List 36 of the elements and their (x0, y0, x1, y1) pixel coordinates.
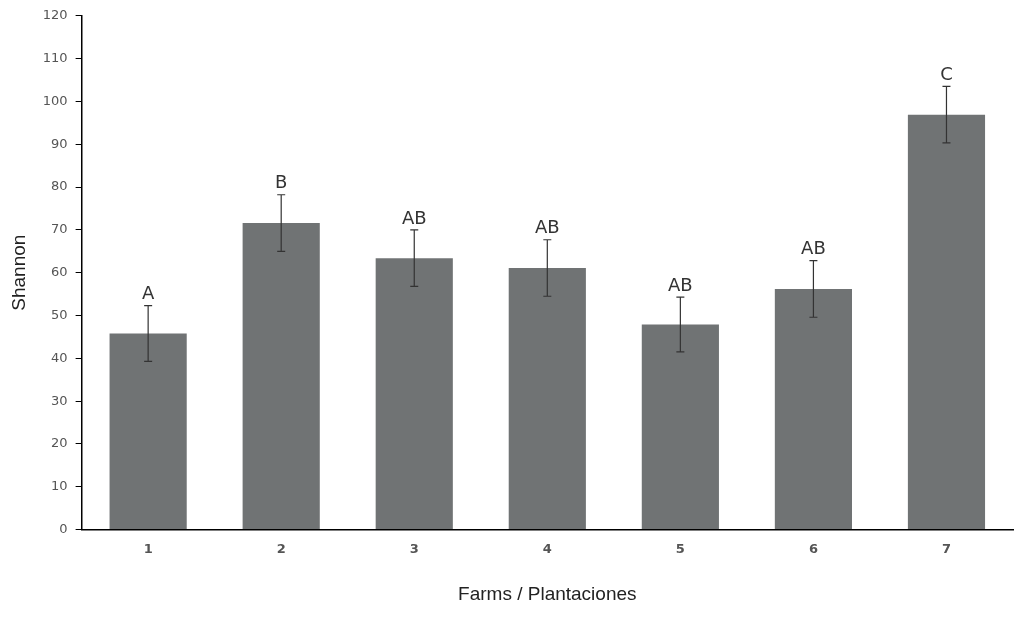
y-axis-title: Shannon (7, 234, 29, 311)
bar (774, 288, 852, 530)
annotation: AB (534, 215, 560, 237)
y-tick-label: 0 (59, 520, 68, 536)
x-tick-label: 7 (941, 540, 951, 556)
bar (375, 258, 453, 530)
bar (641, 324, 719, 530)
y-tick-label: 80 (51, 178, 68, 194)
y-tick-label: 20 (51, 435, 68, 451)
y-tick-label: 100 (42, 92, 68, 108)
x-tick-label: 2 (276, 540, 286, 556)
x-axis-title: Farms / Plantaciones (458, 582, 637, 604)
y-tick-label: 90 (51, 135, 68, 151)
y-tick-label: 10 (51, 478, 68, 494)
y-tick-label: 40 (51, 349, 68, 365)
annotation: AB (801, 236, 826, 258)
annotation: AB (668, 273, 693, 295)
y-tick-label: 30 (51, 392, 68, 408)
x-tick-label: 4 (542, 540, 552, 556)
bar (242, 223, 320, 530)
x-tick-label: 3 (409, 540, 419, 556)
x-tick-label: 5 (675, 540, 685, 556)
y-tick-label: 70 (51, 221, 68, 237)
y-tick-label: 110 (42, 49, 68, 65)
bar (508, 267, 586, 530)
x-tick-label: 1 (143, 540, 153, 556)
x-tick-label: 6 (808, 540, 818, 556)
bar (907, 114, 986, 530)
bar (109, 333, 187, 530)
annotation: AB (401, 206, 427, 228)
annotation: B (275, 171, 288, 193)
annotation: A (141, 282, 155, 304)
y-tick-label: 120 (42, 7, 68, 23)
y-tick-label: 60 (51, 264, 68, 280)
annotation: C (940, 63, 953, 85)
y-tick-label: 50 (51, 306, 68, 322)
